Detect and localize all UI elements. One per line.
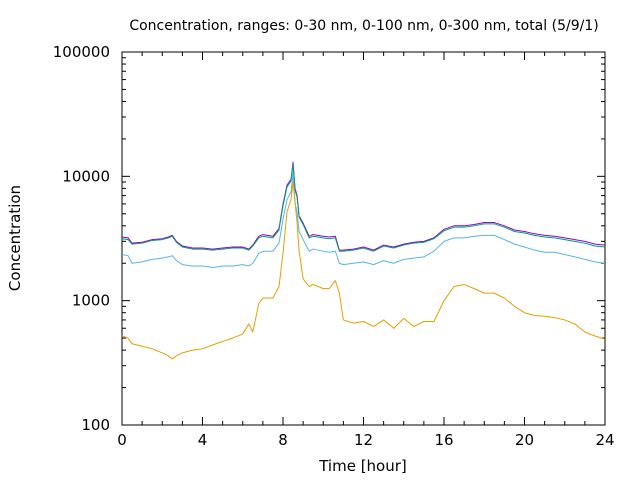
- y-axis: 100 1000 10000 100000: [53, 43, 605, 434]
- x-tick-label: 20: [515, 431, 534, 449]
- y-tick-label: 100000: [53, 43, 110, 61]
- plot-frame: [121, 51, 606, 426]
- x-tick-label: 16: [434, 431, 453, 449]
- x-tick-label: 12: [354, 431, 373, 449]
- x-axis-label: Time [hour]: [318, 457, 407, 475]
- x-tick-label: 0: [117, 431, 127, 449]
- series-line-2: [121, 163, 606, 252]
- y-tick-label: 1000: [72, 292, 110, 310]
- series-line-4: [121, 181, 606, 360]
- x-tick-label: 4: [198, 431, 208, 449]
- series-layer: [121, 161, 606, 360]
- series-line-3: [121, 173, 606, 268]
- x-axis: 0 4 8 12 16 20 24: [117, 52, 615, 449]
- series-line-1: [121, 161, 606, 251]
- chart-title: Concentration, ranges: 0-30 nm, 0-100 nm…: [129, 18, 598, 34]
- y-tick-label: 10000: [62, 167, 110, 185]
- x-tick-label: 24: [595, 431, 614, 449]
- y-tick-label: 100: [81, 416, 110, 434]
- y-axis-label: Concentration: [6, 185, 24, 291]
- x-tick-label: 8: [278, 431, 288, 449]
